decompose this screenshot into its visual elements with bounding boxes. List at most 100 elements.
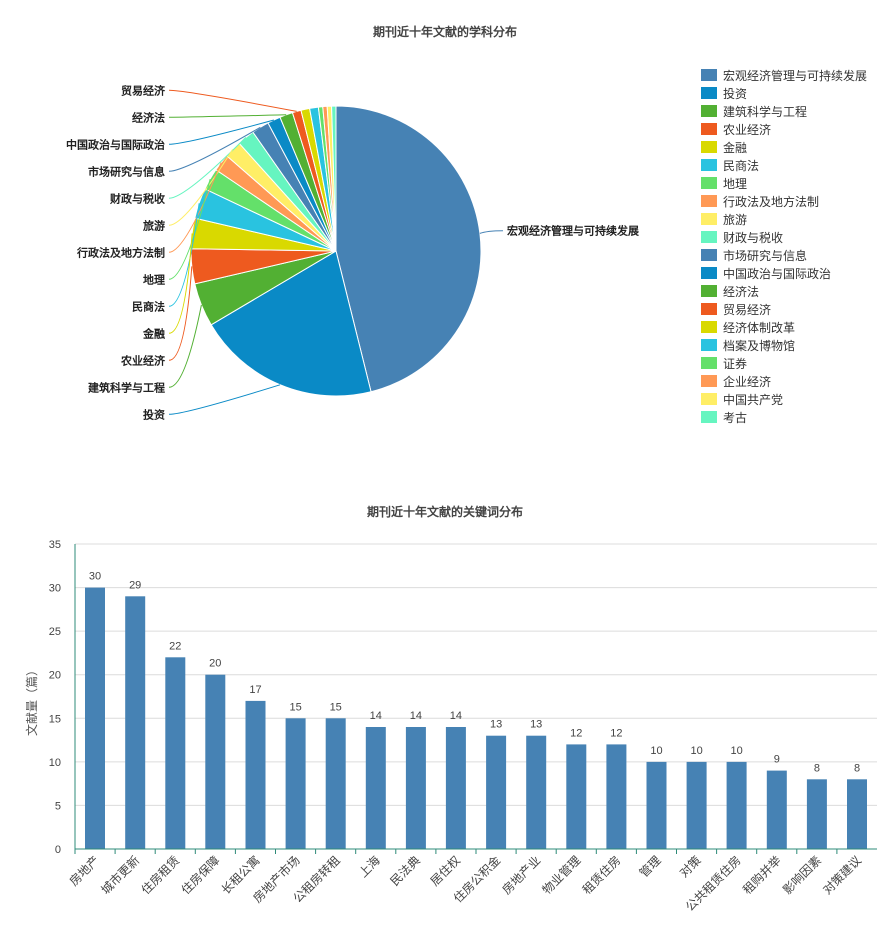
- pie-slice[interactable]: [210, 250, 372, 397]
- bar[interactable]: [445, 727, 466, 849]
- bar[interactable]: [245, 700, 266, 849]
- bar-value-label: 14: [450, 710, 462, 722]
- bar-value-label: 15: [330, 701, 342, 713]
- pie-slice-label: 中国政治与国际政治: [66, 137, 165, 151]
- bar[interactable]: [686, 761, 707, 849]
- x-category-label: 住房保障: [178, 853, 223, 898]
- legend-swatch[interactable]: [701, 411, 717, 423]
- pie-slice-label: 农业经济: [120, 353, 166, 367]
- bar-value-label: 8: [814, 762, 820, 774]
- bar[interactable]: [85, 587, 105, 849]
- bar[interactable]: [365, 727, 386, 849]
- bar-value-label: 9: [774, 754, 780, 766]
- legend-item[interactable]: 经济体制改革: [723, 320, 795, 335]
- bar-value-label: 20: [209, 658, 221, 670]
- legend-item[interactable]: 经济法: [723, 284, 759, 299]
- bar[interactable]: [526, 735, 547, 849]
- bar[interactable]: [486, 735, 507, 849]
- x-category-label: 管理: [636, 853, 664, 881]
- legend-swatch[interactable]: [701, 339, 717, 351]
- pie-slice-label: 旅游: [143, 218, 165, 232]
- x-category-label: 租赁住房: [579, 853, 624, 898]
- bar[interactable]: [646, 761, 667, 849]
- pie-leader-line: [168, 126, 261, 172]
- legend-swatch[interactable]: [701, 249, 717, 261]
- bar-value-label: 30: [89, 571, 101, 583]
- bar[interactable]: [205, 674, 226, 849]
- legend-swatch[interactable]: [701, 141, 717, 153]
- bar-value-label: 10: [690, 745, 702, 757]
- pie-labels: 宏观经济管理与可持续发展 贸易经济经济法中国政治与国际政治市场研究与信息财政与税收…: [66, 83, 640, 421]
- bar-value-label: 10: [730, 745, 742, 757]
- bar[interactable]: [165, 657, 186, 849]
- pie-leader-line: [168, 233, 193, 334]
- legend-item[interactable]: 建筑科学与工程: [723, 104, 807, 119]
- y-tick-label: 25: [49, 626, 61, 638]
- pie-leader-line: [168, 114, 287, 118]
- bar[interactable]: [285, 718, 306, 849]
- x-category-label: 房地产业: [499, 853, 544, 898]
- legend-swatch[interactable]: [701, 303, 717, 315]
- legend-item[interactable]: 地理: [723, 177, 747, 191]
- legend-item[interactable]: 中国政治与国际政治: [723, 266, 831, 281]
- legend-swatch[interactable]: [701, 105, 717, 117]
- bar[interactable]: [606, 744, 627, 849]
- legend-swatch[interactable]: [701, 393, 717, 405]
- legend-swatch[interactable]: [701, 87, 717, 99]
- legend-swatch[interactable]: [701, 267, 717, 279]
- legend-item[interactable]: 投资: [723, 86, 747, 101]
- legend-item[interactable]: 贸易经济: [723, 302, 771, 317]
- x-category-label: 对策: [677, 853, 704, 880]
- legend-item[interactable]: 宏观经济管理与可持续发展: [723, 68, 867, 83]
- legend-item[interactable]: 市场研究与信息: [723, 248, 807, 263]
- legend-swatch[interactable]: [701, 177, 717, 189]
- bar[interactable]: [125, 596, 146, 849]
- legend-item[interactable]: 档案及博物馆: [723, 338, 795, 353]
- legend-swatch[interactable]: [701, 375, 717, 387]
- bar-value-label: 15: [289, 701, 301, 713]
- bar[interactable]: [405, 727, 426, 849]
- pie-slice-label: 民商法: [132, 299, 165, 313]
- legend-item[interactable]: 行政法及地方法制: [723, 194, 819, 209]
- legend-swatch[interactable]: [701, 213, 717, 225]
- x-category-label: 房地产: [66, 853, 102, 889]
- pie-slices: [190, 105, 482, 397]
- x-category-label: 居住权: [428, 853, 463, 888]
- legend-swatch[interactable]: [701, 357, 717, 369]
- pie-slice-label: 行政法及地方法制: [76, 245, 165, 259]
- legend-item[interactable]: 证券: [723, 356, 747, 371]
- legend-item[interactable]: 农业经济: [723, 122, 771, 137]
- pie-slice[interactable]: [331, 105, 337, 252]
- x-category-label: 上海: [355, 853, 383, 881]
- pie-slice-label: 金融: [142, 326, 165, 340]
- bar[interactable]: [847, 779, 867, 849]
- legend-swatch[interactable]: [701, 231, 717, 243]
- legend-item[interactable]: 旅游: [723, 213, 747, 227]
- bar-bars: 30 29 22 20 17 15 15 14 14 14 13 13 12 12 10 10 10 9 8 8: [85, 571, 867, 849]
- legend-item[interactable]: 中国共产党: [723, 392, 783, 407]
- legend-item[interactable]: 金融: [723, 140, 747, 155]
- legend-item[interactable]: 财政与税收: [723, 231, 783, 245]
- pie-slice-label: 宏观经济管理与可持续发展: [507, 224, 640, 238]
- legend-swatch[interactable]: [701, 285, 717, 297]
- legend-swatch[interactable]: [701, 69, 717, 81]
- keyword-bar-chart: 期刊近十年文献的关键词分布 文献量（篇） 30 29 22 20 17 15 15 14 14 1…: [24, 504, 877, 914]
- pie-slice-label: 投资: [143, 407, 165, 421]
- bar[interactable]: [566, 744, 587, 849]
- y-tick-label: 35: [49, 539, 61, 551]
- legend-swatch[interactable]: [701, 159, 717, 171]
- bar[interactable]: [726, 761, 747, 849]
- x-category-label: 民法典: [388, 853, 423, 888]
- bar[interactable]: [766, 770, 787, 849]
- legend-swatch[interactable]: [701, 321, 717, 333]
- legend-item[interactable]: 民商法: [723, 158, 759, 173]
- bar[interactable]: [806, 779, 827, 849]
- legend-swatch[interactable]: [701, 123, 717, 135]
- pie-slice-label: 建筑科学与工程: [88, 380, 165, 394]
- x-category-label: 住房租赁: [138, 853, 183, 898]
- legend-item[interactable]: 企业经济: [723, 374, 771, 389]
- legend-swatch[interactable]: [701, 195, 717, 207]
- y-tick-label: 20: [49, 670, 61, 682]
- legend-item[interactable]: 考古: [723, 410, 747, 425]
- bar[interactable]: [325, 718, 346, 849]
